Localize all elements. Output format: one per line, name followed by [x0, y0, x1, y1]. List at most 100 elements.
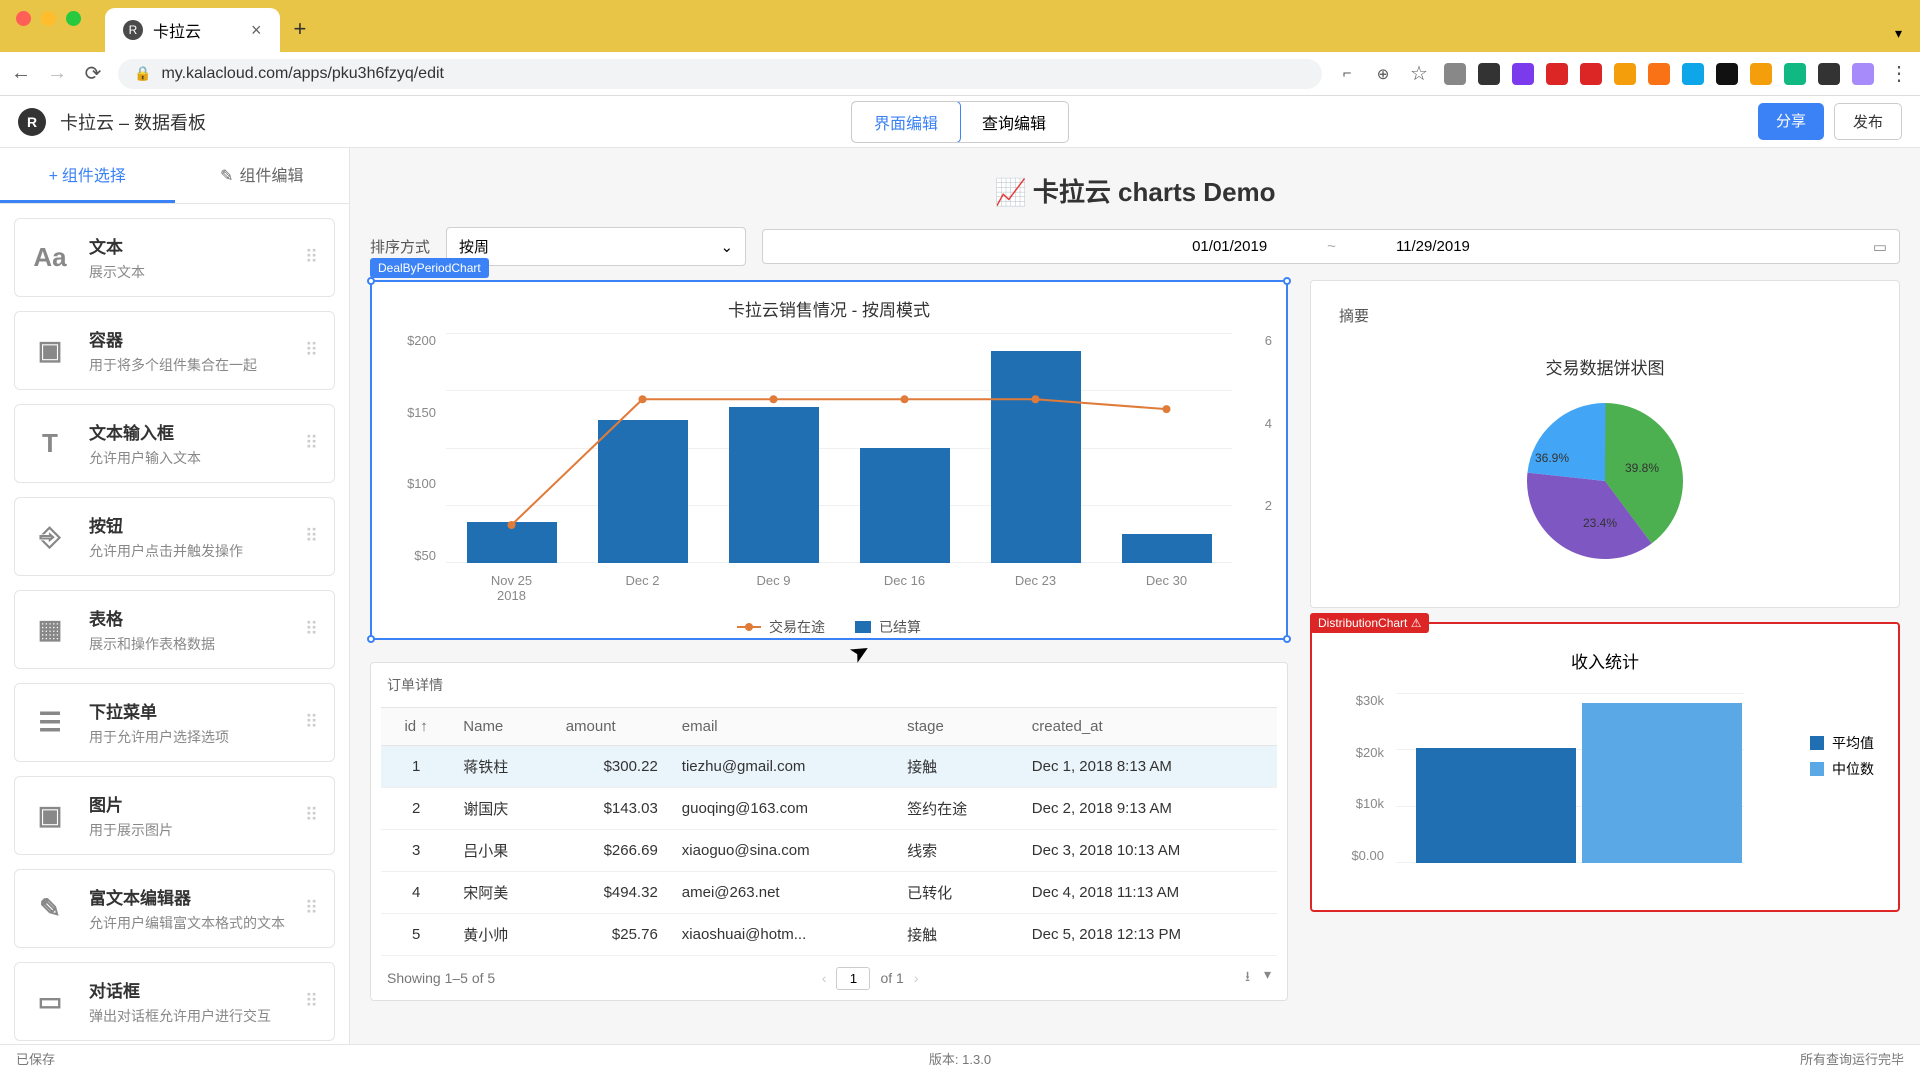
deal-by-period-chart[interactable]: DealByPeriodChart 卡拉云销售情况 - 按周模式 $200$15… [370, 280, 1288, 640]
share-button[interactable]: 分享 [1758, 103, 1824, 140]
extension-icon[interactable] [1716, 63, 1738, 85]
extension-icon[interactable] [1478, 63, 1500, 85]
favicon-icon: R [123, 20, 143, 40]
install-icon[interactable]: ⊕ [1372, 65, 1394, 83]
table-row[interactable]: 4宋阿美$494.32amei@263.net已转化Dec 4, 2018 11… [381, 872, 1277, 914]
legend-bar-swatch [855, 621, 871, 633]
distribution-chart[interactable]: DistributionChart ⚠ 收入统计 $30k$20k$10k$0.… [1310, 622, 1900, 912]
resize-handle[interactable] [1283, 635, 1291, 643]
table-header[interactable]: amount [554, 708, 670, 746]
component-item[interactable]: ▦ 表格 展示和操作表格数据 ⠿ [14, 590, 335, 669]
component-desc: 允许用户点击并触发操作 [89, 541, 287, 561]
extension-icon[interactable] [1546, 63, 1568, 85]
pie-slice-label: 23.4% [1583, 516, 1617, 530]
component-item[interactable]: T 文本输入框 允许用户输入文本 ⠿ [14, 404, 335, 483]
order-table-panel[interactable]: 订单详情 id ↑Nameamountemailstagecreated_at … [370, 662, 1288, 1001]
drag-handle-icon[interactable]: ⠿ [305, 433, 320, 454]
extension-icon[interactable] [1512, 63, 1534, 85]
maximize-window-icon[interactable] [66, 11, 81, 26]
pie-slice-label: 36.9% [1535, 451, 1569, 465]
extension-icon[interactable] [1682, 63, 1704, 85]
sort-select[interactable]: 按周 ⌄ [446, 227, 746, 266]
table-header[interactable]: Name [451, 708, 553, 746]
sidebar-tab-components[interactable]: +组件选择 [0, 148, 175, 203]
extension-icon[interactable] [1818, 63, 1840, 85]
table-row[interactable]: 1蒋铁柱$300.22tiezhu@gmail.com接触Dec 1, 2018… [381, 746, 1277, 788]
component-item[interactable]: Aa 文本 展示文本 ⠿ [14, 218, 335, 297]
extension-icon[interactable] [1444, 63, 1466, 85]
calendar-icon: ▭ [1873, 238, 1887, 256]
canvas[interactable]: 📈卡拉云 charts Demo 排序方式 按周 ⌄ 01/01/2019 ~ … [350, 148, 1920, 1044]
key-icon[interactable]: ⌐ [1336, 65, 1358, 82]
extension-icon[interactable] [1784, 63, 1806, 85]
tab-query-edit[interactable]: 查询编辑 [960, 102, 1068, 142]
download-icon[interactable]: ⭳ [1245, 966, 1250, 990]
url-field[interactable]: 🔒 my.kalacloud.com/apps/pku3h6fzyq/edit [118, 59, 1322, 89]
extension-icon[interactable] [1750, 63, 1772, 85]
component-name: 文本输入框 [89, 419, 287, 444]
page-input[interactable] [836, 967, 870, 990]
table-header[interactable]: email [670, 708, 895, 746]
date-from: 01/01/2019 [1192, 238, 1267, 255]
star-icon[interactable]: ☆ [1408, 61, 1430, 86]
summary-panel[interactable]: 摘要 交易数据饼状图 39.8%36.9%23.4% [1310, 280, 1900, 608]
table-row[interactable]: 3吕小果$266.69xiaoguo@sina.com线索Dec 3, 2018… [381, 830, 1277, 872]
table-header[interactable]: id ↑ [381, 708, 451, 746]
chart-title: 卡拉云销售情况 - 按周模式 [386, 296, 1272, 321]
component-icon: ▣ [29, 330, 71, 372]
filter-icon[interactable]: ▾ [1264, 966, 1271, 990]
table-actions: ⭳ ▾ [1245, 966, 1271, 990]
sidebar-tab-editor[interactable]: ✎组件编辑 [175, 148, 350, 203]
drag-handle-icon[interactable]: ⠿ [305, 526, 320, 547]
forward-icon[interactable]: → [46, 62, 68, 85]
drag-handle-icon[interactable]: ⠿ [305, 991, 320, 1012]
extension-icons [1444, 63, 1874, 85]
drag-handle-icon[interactable]: ⠿ [305, 247, 320, 268]
component-item[interactable]: ▣ 图片 用于展示图片 ⠿ [14, 776, 335, 855]
component-item[interactable]: ▣ 容器 用于将多个组件集合在一起 ⠿ [14, 311, 335, 390]
extension-icon[interactable] [1648, 63, 1670, 85]
extension-icon[interactable] [1614, 63, 1636, 85]
component-item[interactable]: ▭ 对话框 弹出对话框允许用户进行交互 ⠿ [14, 962, 335, 1041]
prev-page-icon[interactable]: ‹ [822, 970, 827, 986]
date-range-picker[interactable]: 01/01/2019 ~ 11/29/2019 ▭ [762, 229, 1900, 264]
component-tag: DealByPeriodChart [370, 258, 489, 278]
drag-handle-icon[interactable]: ⠿ [305, 805, 320, 826]
minimize-window-icon[interactable] [41, 11, 56, 26]
resize-handle[interactable] [1283, 277, 1291, 285]
component-desc: 展示文本 [89, 262, 287, 282]
resize-handle[interactable] [367, 277, 375, 285]
resize-handle[interactable] [367, 635, 375, 643]
chart-emoji-icon: 📈 [994, 177, 1026, 207]
drag-handle-icon[interactable]: ⠿ [305, 712, 320, 733]
close-tab-icon[interactable]: × [251, 20, 262, 41]
reload-icon[interactable]: ⟳ [82, 61, 104, 86]
drag-handle-icon[interactable]: ⠿ [305, 340, 320, 361]
component-item[interactable]: ☰ 下拉菜单 用于允许用户选择选项 ⠿ [14, 683, 335, 762]
sort-value: 按周 [459, 236, 489, 257]
table-row[interactable]: 2谢国庆$143.03guoqing@163.com签约在途Dec 2, 201… [381, 788, 1277, 830]
component-item[interactable]: ⎆ 按钮 允许用户点击并触发操作 ⠿ [14, 497, 335, 576]
back-icon[interactable]: ← [10, 62, 32, 85]
extension-icon[interactable] [1580, 63, 1602, 85]
drag-handle-icon[interactable]: ⠿ [305, 619, 320, 640]
x-axis-labels: Nov 252018Dec 2Dec 9Dec 16Dec 23Dec 30 [446, 573, 1232, 603]
menu-icon[interactable]: ⋮ [1888, 61, 1910, 86]
drag-handle-icon[interactable]: ⠿ [305, 898, 320, 919]
logo-icon[interactable]: R [18, 108, 46, 136]
close-window-icon[interactable] [16, 11, 31, 26]
y-axis-left: $200$150$100$50 [396, 333, 436, 563]
table-header[interactable]: stage [895, 708, 1020, 746]
component-item[interactable]: ✎ 富文本编辑器 允许用户编辑富文本格式的文本 ⠿ [14, 869, 335, 948]
controls-row: 排序方式 按周 ⌄ 01/01/2019 ~ 11/29/2019 ▭ [370, 227, 1900, 266]
new-tab-button[interactable]: + [280, 6, 321, 52]
table-row[interactable]: 5黄小帅$25.76xiaoshuai@hotm...接触Dec 5, 2018… [381, 914, 1277, 956]
publish-button[interactable]: 发布 [1834, 103, 1902, 140]
sidebar: +组件选择 ✎组件编辑 Aa 文本 展示文本 ⠿ ▣ 容器 用于将多个组件集合在一… [0, 148, 350, 1044]
tab-ui-edit[interactable]: 界面编辑 [851, 101, 961, 143]
browser-tab[interactable]: R 卡拉云 × [105, 8, 280, 52]
chrome-chevron-icon[interactable]: ▾ [1877, 15, 1920, 52]
next-page-icon[interactable]: › [914, 970, 919, 986]
extension-icon[interactable] [1852, 63, 1874, 85]
table-header[interactable]: created_at [1020, 708, 1277, 746]
